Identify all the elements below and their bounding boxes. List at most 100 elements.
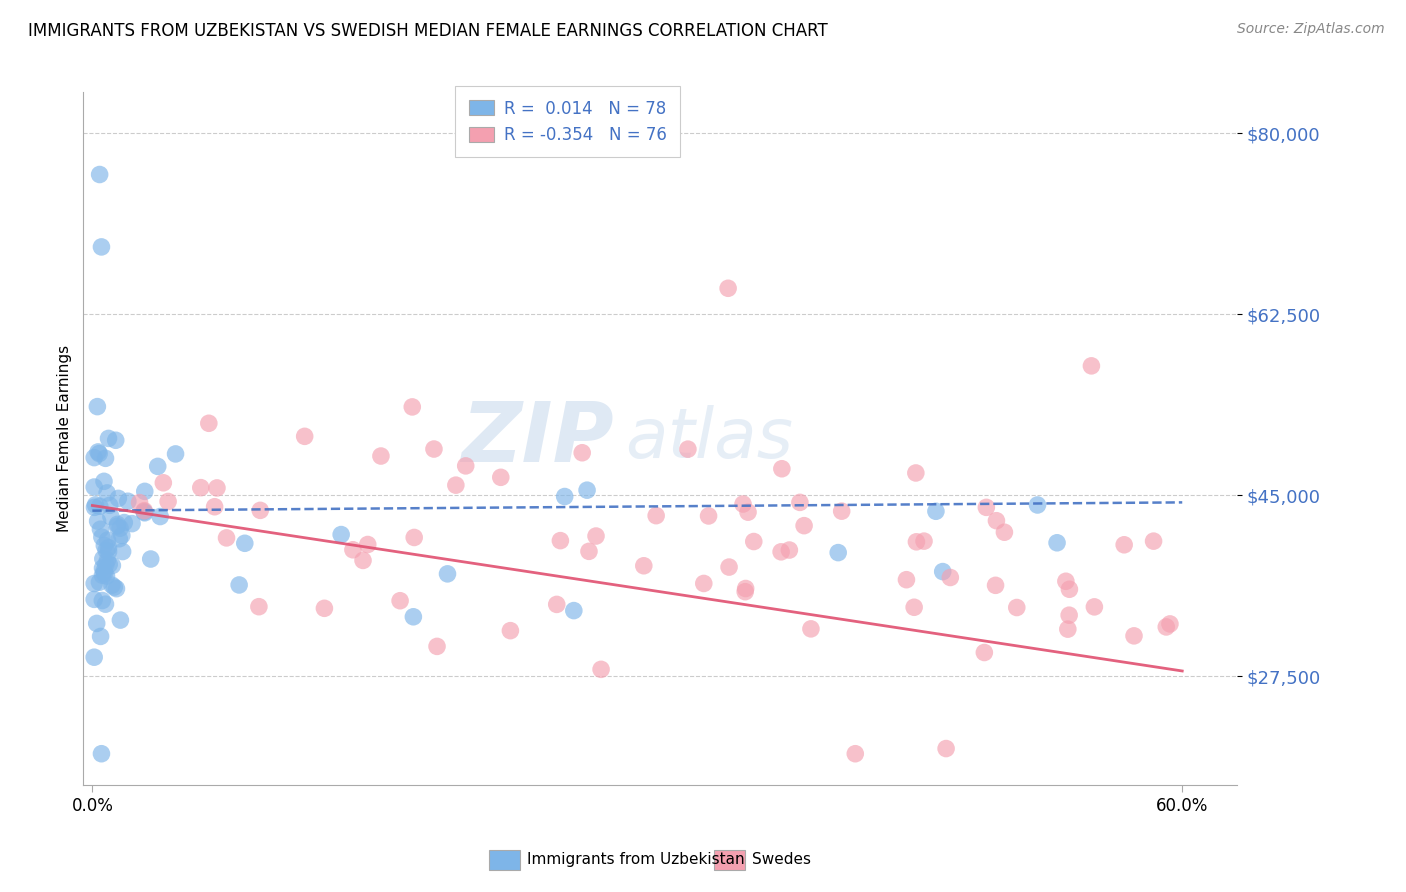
Point bbox=[83, 480, 105, 494]
Point bbox=[444, 478, 467, 492]
Point bbox=[986, 514, 1008, 528]
Point bbox=[91, 593, 114, 607]
Point bbox=[93, 564, 115, 578]
Point bbox=[93, 539, 115, 553]
Point bbox=[96, 533, 118, 548]
Point bbox=[1059, 582, 1081, 597]
Point bbox=[426, 640, 449, 654]
Point bbox=[1083, 599, 1105, 614]
Point bbox=[436, 566, 458, 581]
Point bbox=[742, 534, 765, 549]
Y-axis label: Median Female Earnings: Median Female Earnings bbox=[58, 344, 72, 532]
Point bbox=[562, 604, 585, 618]
Point bbox=[734, 584, 756, 599]
Point bbox=[591, 662, 613, 676]
Point bbox=[132, 505, 155, 519]
Point bbox=[190, 481, 212, 495]
Point bbox=[103, 580, 125, 594]
Point bbox=[844, 747, 866, 761]
Point bbox=[134, 504, 156, 518]
Point bbox=[94, 558, 117, 572]
Point bbox=[86, 400, 108, 414]
Point bbox=[94, 543, 117, 558]
Point bbox=[904, 466, 927, 480]
Point bbox=[717, 281, 740, 295]
Point bbox=[90, 240, 112, 254]
Point bbox=[89, 446, 111, 460]
Point bbox=[165, 447, 187, 461]
Point bbox=[233, 536, 256, 550]
Point bbox=[87, 445, 110, 459]
Point bbox=[105, 519, 128, 533]
Point bbox=[939, 570, 962, 584]
Point bbox=[585, 529, 607, 543]
Point bbox=[101, 578, 124, 592]
Text: IMMIGRANTS FROM UZBEKISTAN VS SWEDISH MEDIAN FEMALE EARNINGS CORRELATION CHART: IMMIGRANTS FROM UZBEKISTAN VS SWEDISH ME… bbox=[28, 22, 828, 40]
Point bbox=[896, 573, 918, 587]
Point bbox=[205, 481, 228, 495]
Point bbox=[1057, 608, 1080, 623]
Point bbox=[370, 449, 392, 463]
Point bbox=[314, 601, 336, 615]
Point bbox=[110, 613, 132, 627]
Point bbox=[100, 509, 122, 524]
Bar bbox=[714, 850, 745, 870]
Point bbox=[93, 475, 115, 489]
Point bbox=[1123, 629, 1146, 643]
Point bbox=[98, 499, 121, 513]
Point bbox=[935, 741, 957, 756]
Point bbox=[91, 561, 114, 575]
Point bbox=[86, 514, 108, 528]
Point bbox=[111, 528, 134, 542]
Point bbox=[576, 483, 599, 498]
Point bbox=[789, 495, 811, 509]
Point bbox=[401, 400, 423, 414]
Point bbox=[96, 553, 118, 567]
Point bbox=[1080, 359, 1102, 373]
Point bbox=[931, 565, 953, 579]
Point bbox=[149, 509, 172, 524]
Point bbox=[83, 576, 105, 591]
Point bbox=[633, 558, 655, 573]
Point bbox=[550, 533, 572, 548]
Point bbox=[91, 551, 114, 566]
Point bbox=[84, 498, 107, 512]
Point bbox=[499, 624, 522, 638]
Point bbox=[1159, 616, 1181, 631]
Point bbox=[93, 566, 115, 581]
Point bbox=[104, 434, 127, 448]
Point bbox=[107, 491, 129, 506]
Point bbox=[1154, 620, 1177, 634]
Point bbox=[139, 552, 162, 566]
Legend: R =  0.014   N = 78, R = -0.354   N = 76: R = 0.014 N = 78, R = -0.354 N = 76 bbox=[456, 87, 681, 157]
Point bbox=[554, 490, 576, 504]
Point bbox=[770, 545, 793, 559]
Point bbox=[770, 461, 793, 475]
Point bbox=[97, 431, 120, 445]
Point bbox=[134, 506, 156, 520]
Point bbox=[973, 646, 995, 660]
Point bbox=[357, 537, 380, 551]
Point bbox=[152, 475, 174, 490]
Point bbox=[89, 522, 111, 536]
Point bbox=[157, 494, 180, 508]
Bar bbox=[489, 850, 520, 870]
Point bbox=[352, 553, 374, 567]
Point bbox=[578, 544, 600, 558]
Point bbox=[247, 599, 270, 614]
Point bbox=[993, 525, 1015, 540]
Point bbox=[112, 516, 135, 530]
Point bbox=[89, 500, 111, 514]
Point bbox=[489, 470, 512, 484]
Point bbox=[800, 622, 823, 636]
Point bbox=[128, 495, 150, 509]
Point bbox=[571, 446, 593, 460]
Point bbox=[91, 568, 114, 582]
Point bbox=[697, 508, 720, 523]
Point bbox=[83, 592, 105, 607]
Point bbox=[423, 442, 446, 456]
Point bbox=[737, 505, 759, 519]
Point bbox=[905, 534, 928, 549]
Point bbox=[108, 532, 131, 546]
Point bbox=[734, 582, 756, 596]
